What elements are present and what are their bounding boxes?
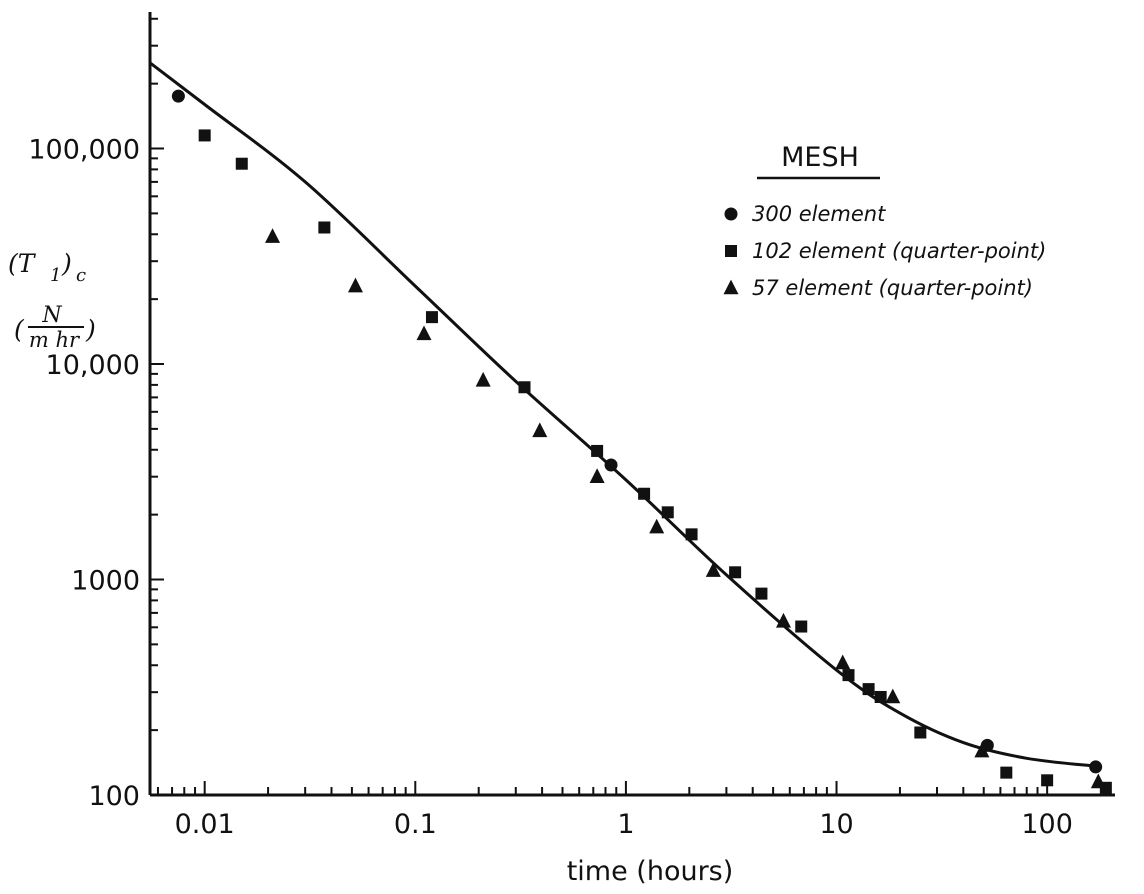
legend-label: 102 element (quarter-point)	[752, 239, 1046, 263]
x-tick-label: 0.1	[394, 809, 437, 840]
square-point	[425, 311, 438, 324]
triangle-point	[775, 612, 791, 628]
tick-marks	[150, 17, 1112, 796]
x-tick-label: 10	[819, 809, 853, 840]
square-point	[661, 506, 674, 519]
triangle-point	[974, 742, 990, 758]
y-tick-label: 100,000	[28, 135, 140, 166]
legend-marker-triangle	[723, 279, 739, 295]
legend-title: MESH	[781, 142, 859, 173]
fit-curve	[149, 61, 1096, 768]
square-point	[591, 444, 604, 457]
square-point	[755, 587, 768, 600]
legend: MESH 300 element 102 element (quarter-poi…	[723, 142, 1046, 300]
triangle-point	[705, 562, 721, 577]
triangle-point	[1090, 773, 1106, 789]
square-point	[518, 381, 531, 394]
x-axis-title: time (hours)	[567, 856, 734, 887]
triangle-point	[265, 228, 281, 243]
legend-marker-circle	[724, 207, 738, 221]
axes	[148, 12, 1115, 797]
legend-label: 300 element	[752, 202, 886, 226]
y-label-lparen: (	[14, 315, 25, 344]
y-label-rparen: )	[85, 315, 96, 344]
tick-labels: 0.01 0.1 1 10 100 100 1000 10,000 100,000	[28, 135, 1073, 840]
square-point	[685, 528, 698, 541]
triangle-point	[649, 518, 665, 534]
square-point	[638, 487, 651, 500]
triangle-point	[589, 468, 605, 483]
legend-label: 57 element (quarter-point)	[752, 276, 1033, 300]
square-point	[729, 566, 742, 579]
y-label-subscript: 1	[50, 265, 61, 286]
square-point	[198, 129, 211, 142]
y-label-outer-sub: c	[76, 265, 86, 286]
data-points	[171, 89, 1112, 794]
triangle-point	[885, 688, 901, 704]
circle-point	[171, 89, 185, 103]
circle-point	[1089, 760, 1103, 774]
square-point	[318, 221, 331, 234]
x-tick-label: 0.01	[175, 809, 235, 840]
square-point	[1041, 774, 1054, 787]
y-tick-label: 100	[88, 781, 140, 812]
circle-point	[604, 458, 618, 472]
triangle-point	[416, 325, 432, 341]
square-point	[874, 690, 887, 703]
square-point	[1000, 766, 1013, 779]
y-label-unit-den: m hr	[29, 328, 81, 352]
y-tick-label: 1000	[71, 566, 140, 597]
y-tick-label: 10,000	[46, 350, 140, 381]
y-label-unit-num: N	[41, 303, 62, 328]
y-label-open: (T	[8, 249, 37, 278]
triangle-point	[347, 277, 363, 293]
square-point	[862, 683, 875, 696]
triangle-point	[475, 371, 491, 387]
legend-marker-square	[725, 245, 737, 257]
x-tick-label: 100	[1021, 809, 1073, 840]
triangle-point	[835, 654, 851, 670]
y-axis-title: (T 1 ) c ( N m hr )	[8, 249, 96, 352]
square-point	[795, 620, 808, 633]
fit-curve-layer	[149, 61, 1096, 768]
square-point	[914, 726, 927, 739]
x-tick-label: 1	[617, 809, 634, 840]
square-point	[842, 669, 855, 682]
y-label-close: )	[61, 249, 72, 278]
square-point	[235, 157, 248, 170]
triangle-point	[532, 422, 548, 438]
